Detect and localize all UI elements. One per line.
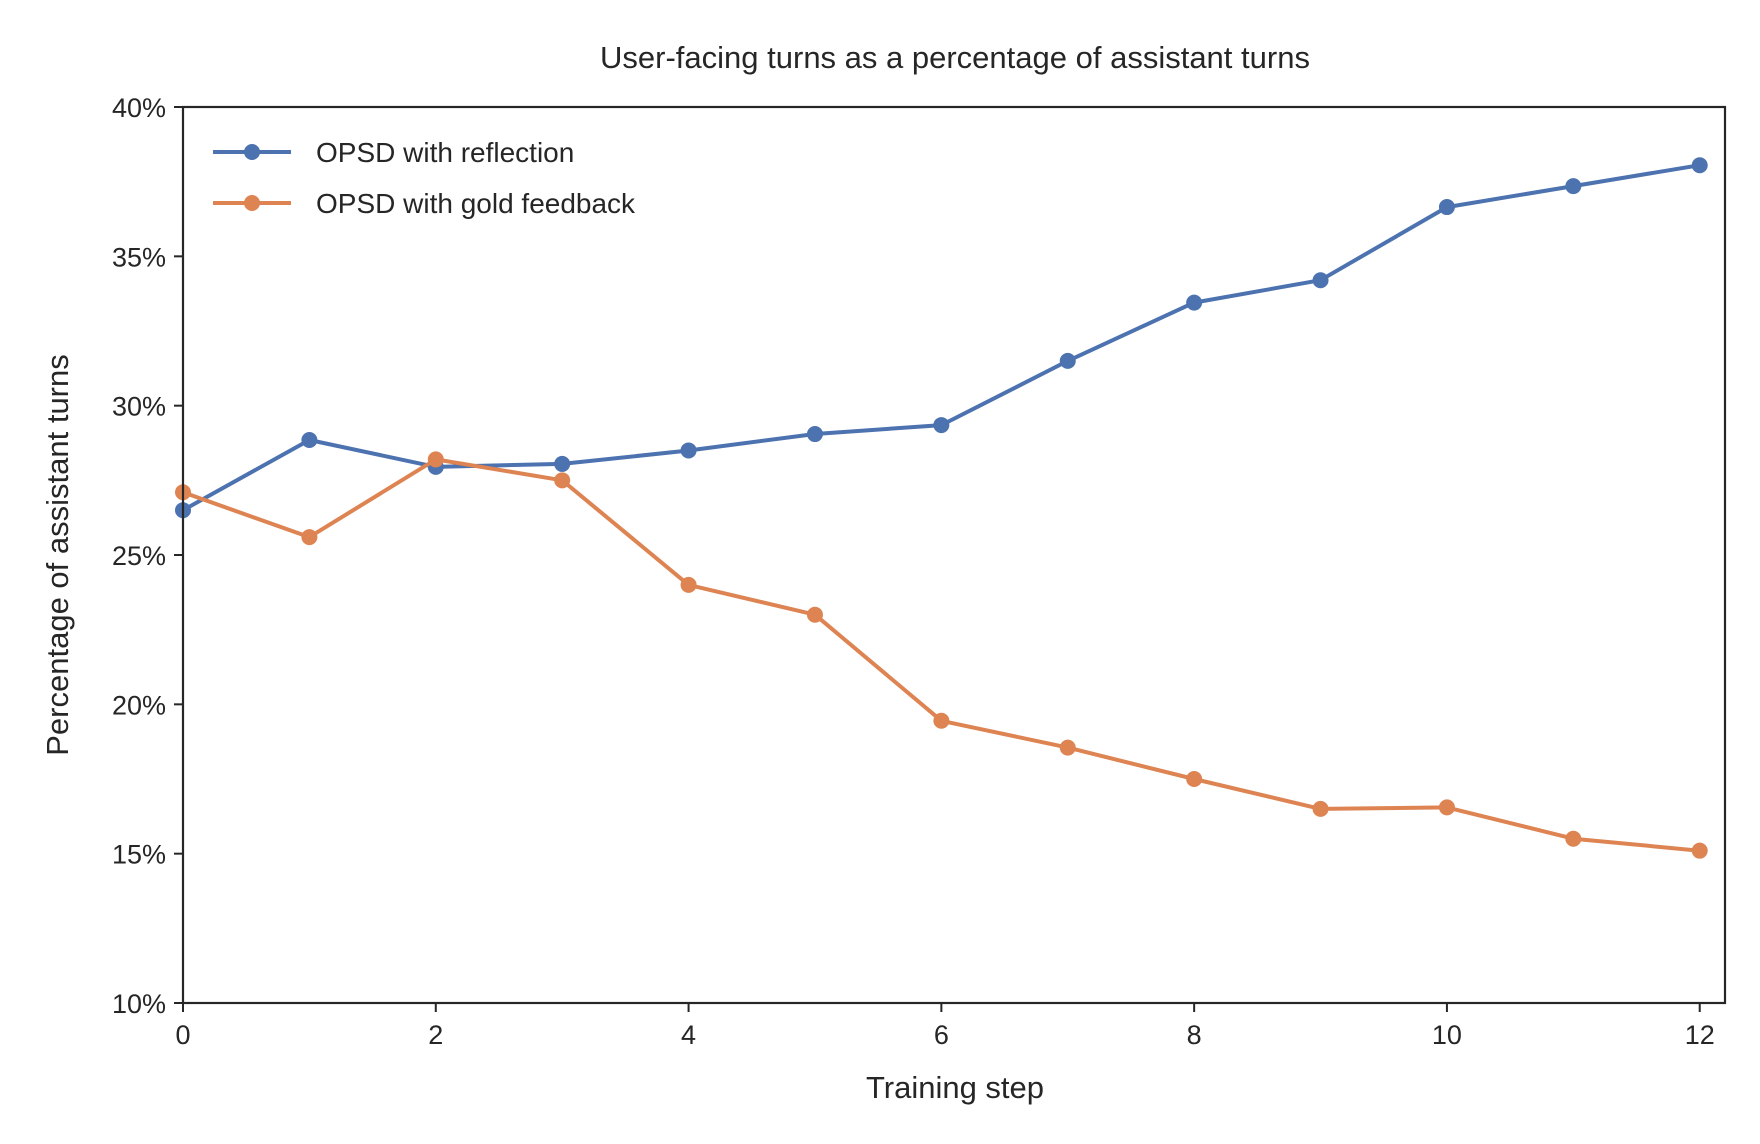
series-2-point [427,451,444,468]
series-1-point [806,426,823,443]
series-layer [175,157,1708,859]
x-tick-label: 8 [1187,1020,1202,1050]
series-2-point [301,529,318,546]
series-1-point [1438,199,1455,216]
series-1-point [1312,272,1329,289]
series-2-point [680,576,697,593]
x-tick-label: 0 [175,1020,190,1050]
series-2-point [1438,799,1455,816]
series-2-point [554,472,571,489]
y-axis-label: Percentage of assistant turns [40,354,75,756]
series-2-point [1186,771,1203,787]
series-1-point [554,455,571,472]
series-1-point [301,432,318,449]
series-2-point [806,606,823,623]
x-tick-label: 10 [1432,1020,1462,1050]
x-axis-label: Training step [866,1070,1044,1105]
legend-label: OPSD with reflection [316,137,574,168]
series-1-point [680,442,697,459]
legend: OPSD with reflection OPSD with gold feedb… [213,137,636,219]
x-axis: 0 2 4 6 8 10 12 [175,1003,1715,1050]
series-1-point [933,417,950,434]
series-2-point [1691,842,1708,859]
series-2-point [1565,830,1582,847]
y-tick-label: 25% [112,541,166,571]
chart-title: User-facing turns as a percentage of ass… [600,40,1310,75]
series-2-line [181,457,1702,853]
y-tick-label: 15% [112,840,166,870]
legend-item-2: OPSD with gold feedback [213,188,636,219]
x-tick-label: 4 [681,1020,696,1050]
x-tick-label: 2 [428,1020,443,1050]
y-tick-label: 40% [112,93,166,123]
series-1-point [1691,157,1708,174]
y-axis: 10% 15% 20% 25% 30% 35% 40% [112,93,183,1019]
series-1-point [1565,178,1582,195]
y-tick-label: 30% [112,392,166,422]
series-2-point [1059,739,1076,756]
plot-frame [181,105,1727,1005]
series-2-point [1312,800,1329,817]
legend-swatch-marker [244,195,260,211]
y-tick-label: 20% [112,690,166,720]
series-1-point [1059,352,1076,369]
y-tick-label: 10% [112,989,166,1019]
y-tick-label: 35% [112,242,166,272]
plot-area [175,105,1727,1005]
x-tick-label: 6 [934,1020,949,1050]
legend-item-1: OPSD with reflection [213,137,574,168]
series-2-point [933,712,950,729]
x-tick-label: 12 [1685,1020,1715,1050]
legend-swatch-marker [244,144,260,160]
legend-label: OPSD with gold feedback [316,188,636,219]
series-1-point [1186,294,1203,311]
series-2 [175,451,1708,859]
